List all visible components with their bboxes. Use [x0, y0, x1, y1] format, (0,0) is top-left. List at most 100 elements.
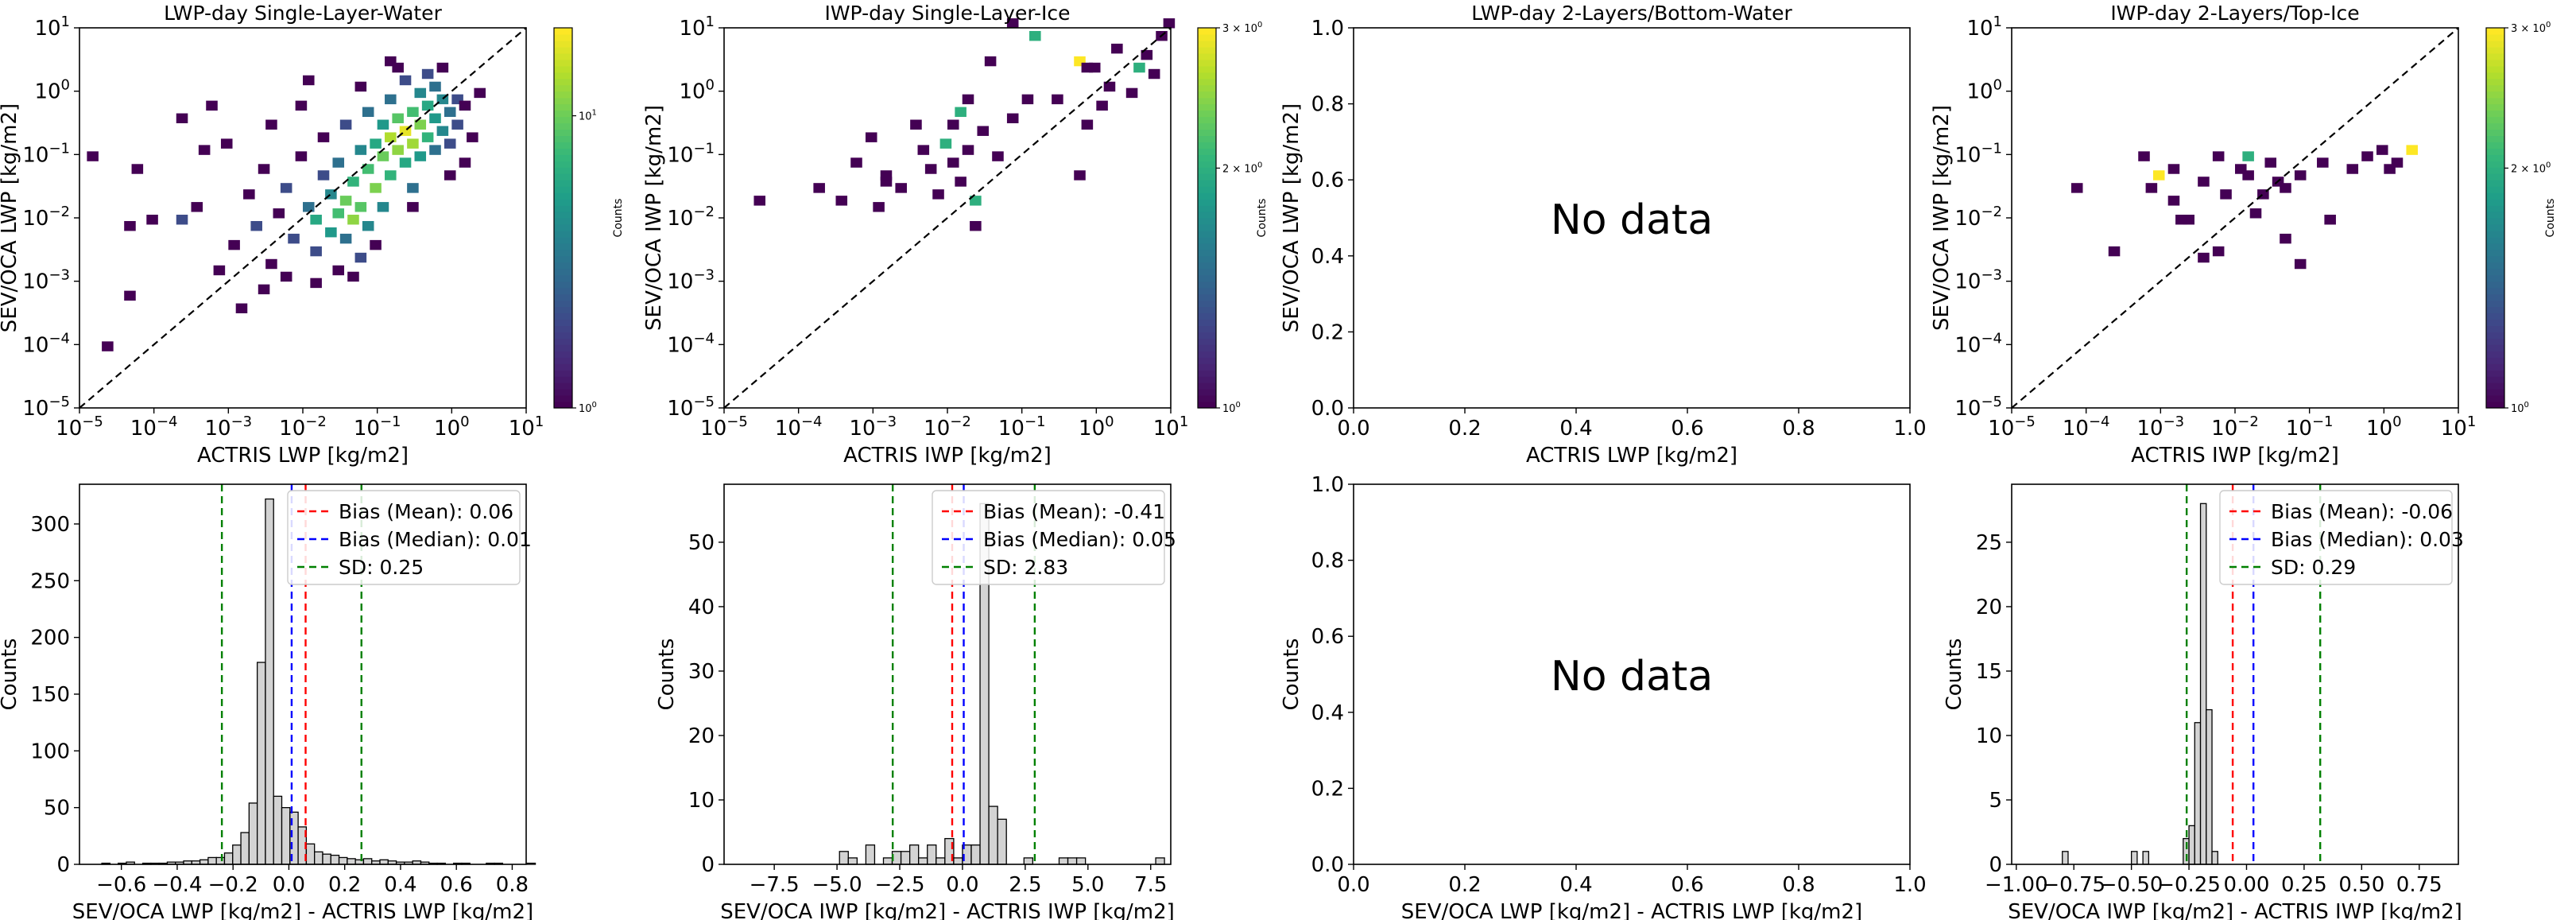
p1-colorbar-step: [554, 376, 572, 383]
p4-colorbar-step: [2486, 142, 2504, 149]
p1-cell: [347, 215, 359, 225]
p2-colorbar-tick-label: 2 × 100: [1222, 161, 1262, 175]
p8-bar: [2188, 825, 2195, 865]
p1-colorbar-step: [554, 287, 572, 295]
p1-cell: [273, 208, 285, 219]
p6-legend-entry: Bias (Mean): -0.41: [983, 500, 1165, 523]
p4-cell: [2198, 252, 2210, 263]
p8-xtick-label: −0.75: [2042, 873, 2105, 897]
p1-cell: [265, 119, 277, 130]
p2-colorbar-step: [1198, 142, 1216, 149]
p1-cell: [385, 170, 397, 181]
p1-colorbar-step: [554, 72, 572, 80]
p2-colorbar-step: [1198, 199, 1216, 206]
p8-ytick-label: 25: [1976, 531, 2002, 555]
p2-cell: [939, 138, 952, 149]
p1-cell: [429, 81, 441, 92]
p4-colorbar-step: [2486, 306, 2504, 314]
p1-cell: [377, 119, 389, 130]
p6-ytick-label: 40: [688, 596, 715, 619]
p5-xtick-label: −0.6: [96, 873, 146, 897]
p5-bar: [338, 856, 348, 865]
p4-cell: [2138, 151, 2150, 161]
p2-cell: [1021, 94, 1034, 105]
p6-bar: [935, 857, 946, 865]
p2-colorbar-step: [1198, 268, 1216, 276]
p2-colorbar-step: [1198, 255, 1216, 263]
p2-colorbar-step: [1198, 370, 1216, 377]
p2-one-to-one-line: [723, 27, 1172, 409]
p1-cell: [370, 138, 382, 149]
p1-colorbar-step: [554, 180, 572, 187]
p1-colorbar-step: [554, 306, 572, 314]
p2-cell: [984, 56, 997, 67]
p1-cell: [459, 100, 471, 111]
p8-ytick-label: 15: [1976, 660, 2002, 684]
p1-cell: [362, 220, 374, 231]
p2-cell: [835, 196, 848, 206]
p1-cell: [444, 170, 456, 181]
p1-cell: [459, 157, 471, 168]
p4-colorbar-step: [2486, 52, 2504, 60]
p5-ylabel: Counts: [0, 639, 21, 711]
p8-ytick-label: 5: [1989, 789, 2002, 813]
p2-colorbar-step: [1198, 274, 1216, 282]
p1-colorbar-step: [554, 281, 572, 289]
p4-ytick-label: 101: [1966, 14, 2002, 41]
p1-cell: [421, 100, 434, 111]
p5-ytick-label: 0: [56, 853, 70, 877]
p4-ytick-label: 10−1: [1954, 140, 2002, 167]
p2-xtick-label: 10−2: [924, 413, 971, 441]
p4-one-to-one-line: [2011, 27, 2459, 409]
p1-cell: [325, 227, 337, 238]
p2-ytick-label: 10−2: [667, 204, 715, 231]
p6-bar: [1155, 857, 1165, 865]
p1-ytick-label: 101: [34, 14, 70, 41]
p3-xtick-label: 0.6: [1671, 417, 1703, 441]
p1-cell: [258, 284, 270, 295]
p4-colorbar-step: [2486, 46, 2504, 54]
p4-colorbar-step: [2486, 192, 2504, 200]
p6-bar: [1067, 857, 1078, 865]
p3-ytick-label: 0.4: [1311, 245, 1344, 269]
p8-bar: [2194, 722, 2202, 865]
p1-colorbar-step: [554, 332, 572, 339]
p2-cell: [1133, 62, 1145, 73]
p1-colorbar-step: [554, 142, 572, 149]
p1-cell: [414, 87, 427, 99]
p4-colorbar-step: [2486, 402, 2504, 409]
p1-xtick-label: 10−4: [130, 413, 178, 441]
p2-cell: [955, 177, 966, 187]
p5-bar: [199, 859, 209, 865]
p5-legend-entry: Bias (Median): 0.01: [339, 528, 532, 551]
p4-cell: [2198, 177, 2210, 187]
p8-xtick-label: 0.50: [2338, 873, 2384, 897]
p6-bar: [997, 818, 1007, 865]
p4-cell: [2294, 170, 2307, 181]
p2-cell: [880, 170, 893, 181]
p3-ytick-label: 0.0: [1311, 397, 1344, 421]
p1-cell: [385, 132, 397, 142]
p6-bar: [1058, 857, 1069, 865]
p3-ytick-label: 0.6: [1311, 169, 1344, 192]
p2-colorbar-step: [1198, 205, 1216, 212]
p4-colorbar-step: [2486, 91, 2504, 99]
p4-ytick-label: 10−3: [1954, 267, 2002, 294]
p1-cell: [176, 215, 188, 225]
p6-xtick-label: −2.5: [874, 873, 924, 897]
p1-colorbar-step: [554, 40, 572, 48]
p1-ytick-label: 10−2: [22, 204, 70, 231]
p1-cell: [250, 220, 262, 231]
p4-colorbar-step: [2486, 59, 2504, 67]
p2-cell: [910, 119, 922, 130]
p8-xtick-label: 0.75: [2396, 873, 2442, 897]
p1-ytick-label: 100: [34, 77, 70, 104]
p4-ytick-label: 10−2: [1954, 204, 2002, 231]
p1-cell: [191, 202, 203, 212]
p1-cell: [198, 145, 211, 155]
p4-xtick-label: 10−5: [1988, 413, 2036, 441]
p1-title: LWP-day Single-Layer-Water: [164, 2, 442, 25]
p4-cell: [2242, 170, 2254, 181]
p7-xtick-label: 0.2: [1448, 873, 1481, 897]
p1-colorbar-step: [554, 84, 572, 92]
